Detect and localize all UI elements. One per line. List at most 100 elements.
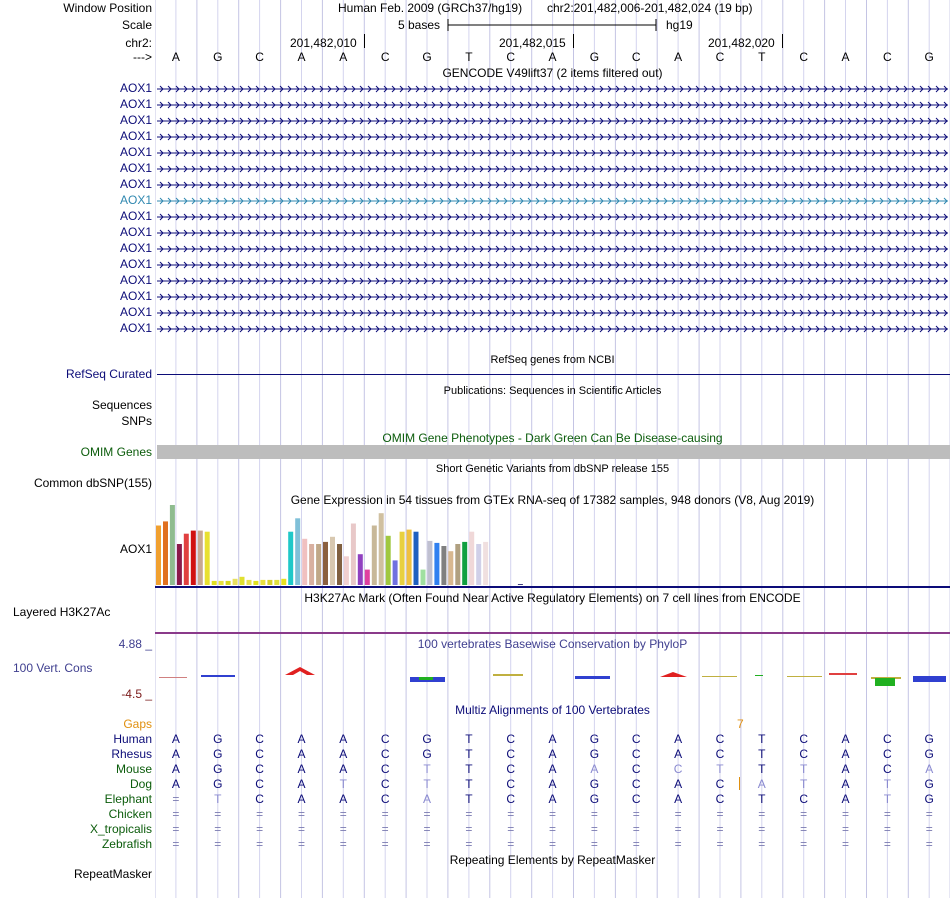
gtex-bar[interactable] (392, 560, 398, 585)
gtex-bar[interactable] (260, 579, 266, 585)
gtex-bar[interactable] (316, 544, 322, 585)
gencode-transcript[interactable] (157, 193, 948, 207)
gtex-bar[interactable] (281, 578, 287, 585)
gencode-gene-label[interactable]: AOX1 (119, 113, 152, 127)
gencode-gene-label[interactable]: AOX1 (119, 273, 152, 287)
gtex-bar[interactable] (197, 530, 203, 585)
species-label[interactable]: Elephant (104, 792, 152, 806)
gencode-gene-label[interactable]: AOX1 (119, 289, 152, 303)
gtex-bar[interactable] (343, 556, 349, 585)
gtex-bar[interactable] (323, 541, 328, 585)
species-label[interactable]: Zebrafish (101, 837, 152, 851)
gencode-gene-label[interactable]: AOX1 (119, 225, 152, 239)
gencode-transcript[interactable] (157, 209, 948, 223)
gtex-bar[interactable] (302, 538, 308, 585)
gtex-bar[interactable] (204, 531, 210, 585)
gencode-gene-label[interactable]: AOX1 (119, 209, 152, 223)
gtex-title[interactable]: Gene Expression in 54 tissues from GTEx … (290, 493, 815, 507)
gtex-bar[interactable] (211, 580, 217, 585)
gtex-bar[interactable] (448, 551, 454, 585)
gencode-transcript[interactable] (157, 177, 948, 191)
gtex-bar[interactable] (183, 533, 189, 585)
gencode-gene-label[interactable]: AOX1 (119, 97, 152, 111)
omim-label[interactable]: OMIM Genes (80, 445, 152, 459)
gencode-transcript[interactable] (157, 97, 948, 111)
gtex-bar[interactable] (413, 531, 419, 585)
repeatmasker-label[interactable]: RepeatMasker (73, 867, 152, 881)
gencode-gene-label[interactable]: AOX1 (119, 145, 152, 159)
multiz-title[interactable]: Multiz Alignments of 100 Vertebrates (455, 703, 650, 717)
gencode-transcript[interactable] (157, 225, 948, 239)
gencode-title[interactable]: GENCODE V49lift37 (2 items filtered out) (442, 66, 663, 80)
gtex-bar[interactable] (420, 569, 426, 585)
phylop-logo[interactable] (155, 664, 950, 688)
gtex-bar[interactable] (218, 580, 224, 585)
gtex-bar[interactable] (169, 505, 175, 585)
gtex-bar[interactable] (385, 535, 391, 585)
repeatmasker-title[interactable]: Repeating Elements by RepeatMasker (449, 853, 656, 867)
gtex-bar[interactable] (462, 541, 468, 585)
gtex-bar[interactable] (476, 544, 482, 585)
gencode-transcript[interactable] (157, 241, 948, 255)
gencode-transcript[interactable] (157, 321, 948, 335)
gtex-bar[interactable] (455, 544, 461, 585)
gtex-bar[interactable] (295, 518, 301, 585)
gtex-bar[interactable] (225, 580, 231, 585)
gtex-bar[interactable] (246, 579, 252, 585)
gencode-gene-label[interactable]: AOX1 (119, 81, 152, 95)
species-label[interactable]: Rhesus (111, 747, 152, 761)
h3k27ac-label[interactable]: Layered H3K27Ac (13, 605, 111, 619)
gtex-bar[interactable] (350, 523, 356, 586)
omim-phenotype-bar[interactable] (157, 445, 950, 459)
species-label[interactable]: Dog (129, 777, 152, 791)
gtex-bar[interactable] (309, 544, 315, 585)
species-label[interactable]: X_tropicalis (89, 822, 152, 836)
refseq-title[interactable]: RefSeq genes from NCBI (490, 354, 615, 366)
species-label[interactable]: Mouse (115, 762, 152, 776)
publications-title[interactable]: Publications: Sequences in Scientific Ar… (443, 385, 662, 397)
gtex-bar[interactable] (288, 531, 294, 585)
gtex-bar[interactable] (441, 546, 447, 585)
refseq-gene-line[interactable] (157, 374, 950, 375)
h3k27ac-title[interactable]: H3K27Ac Mark (Often Found Near Active Re… (304, 591, 801, 605)
gencode-transcript[interactable] (157, 305, 948, 319)
gtex-bar[interactable] (253, 580, 259, 585)
gencode-transcript[interactable] (157, 273, 948, 287)
gencode-gene-label[interactable]: AOX1 (119, 177, 152, 191)
gtex-bar[interactable] (364, 569, 370, 585)
species-label[interactable]: Chicken (108, 807, 152, 821)
gencode-transcript[interactable] (157, 129, 948, 143)
dbsnp-title[interactable]: Short Genetic Variants from dbSNP releas… (435, 463, 670, 475)
phylop-title[interactable]: 100 vertebrates Basewise Conservation by… (417, 637, 688, 651)
gtex-bar[interactable] (156, 525, 161, 586)
publications-snps-label[interactable]: SNPs (121, 414, 152, 428)
dbsnp-label[interactable]: Common dbSNP(155) (33, 476, 152, 490)
gtex-bar[interactable] (483, 541, 489, 585)
gencode-gene-label[interactable]: AOX1 (119, 161, 152, 175)
gtex-bar[interactable] (427, 540, 433, 585)
gtex-bar[interactable] (176, 544, 182, 585)
gencode-transcript[interactable] (157, 257, 948, 271)
gtex-bar[interactable] (406, 529, 412, 585)
gtex-bar[interactable] (330, 536, 335, 585)
gencode-transcript[interactable] (157, 289, 948, 303)
gtex-gene-label[interactable]: AOX1 (119, 542, 152, 556)
gtex-bar[interactable] (399, 531, 405, 585)
gtex-bar[interactable] (190, 530, 196, 585)
omim-title[interactable]: OMIM Gene Phenotypes - Dark Green Can Be… (382, 431, 723, 445)
gtex-bar[interactable] (239, 576, 245, 585)
gtex-bar[interactable] (267, 579, 273, 585)
gtex-bar[interactable] (371, 525, 377, 586)
gencode-gene-label[interactable]: AOX1 (119, 321, 152, 335)
gencode-transcript[interactable] (157, 161, 948, 175)
gtex-bar[interactable] (337, 544, 342, 585)
gencode-gene-label[interactable]: AOX1 (119, 129, 152, 143)
gtex-bar[interactable] (357, 554, 363, 585)
gencode-transcript[interactable] (157, 145, 948, 159)
refseq-label[interactable]: RefSeq Curated (65, 367, 152, 381)
species-label[interactable]: Human (113, 732, 152, 746)
gtex-bar[interactable] (163, 521, 168, 585)
gencode-gene-label[interactable]: AOX1 (119, 241, 152, 255)
gencode-transcript[interactable] (157, 81, 948, 95)
gencode-gene-label[interactable]: AOX1 (119, 257, 152, 271)
